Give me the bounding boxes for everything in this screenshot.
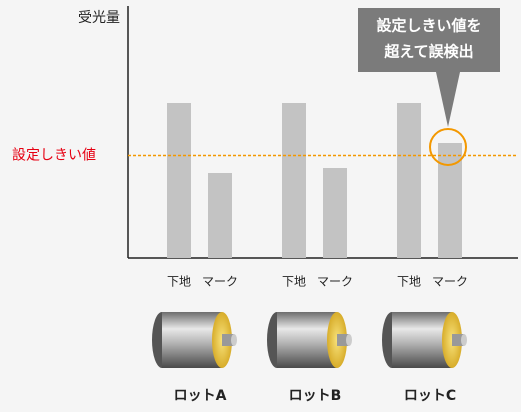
series-label: マーク (202, 275, 238, 289)
cylinder-shaft (337, 334, 349, 346)
bar (208, 173, 232, 258)
group-label: ロットA (174, 388, 227, 404)
cylinder-shaft (222, 334, 234, 346)
bar (323, 168, 347, 258)
series-label: 下地 (282, 275, 306, 289)
cylinder-shaft-end (346, 334, 352, 346)
cylinder-shaft-end (461, 334, 467, 346)
cylinder-icon (382, 312, 467, 368)
bar (167, 103, 191, 258)
callout-pointer (436, 72, 460, 127)
cylinder-shaft (452, 334, 464, 346)
bar (397, 103, 421, 258)
cylinder-icon (267, 312, 352, 368)
cylinder-icon (152, 312, 237, 368)
callout-text: 超えて誤検出 (383, 43, 473, 61)
threshold-label: 設定しきい値 (12, 148, 96, 164)
bar (438, 143, 462, 258)
bar (282, 103, 306, 258)
y-axis-label: 受光量 (78, 10, 120, 26)
cylinder-shaft-end (231, 334, 237, 346)
group-label: ロットC (404, 388, 456, 404)
group-label: ロットB (289, 388, 342, 404)
series-label: 下地 (397, 275, 421, 289)
series-label: 下地 (167, 275, 191, 289)
highlight-circle (429, 128, 467, 166)
callout-box (358, 8, 500, 72)
series-label: マーク (432, 275, 468, 289)
series-label: マーク (317, 275, 353, 289)
callout-text: 設定しきい値を (376, 17, 481, 35)
